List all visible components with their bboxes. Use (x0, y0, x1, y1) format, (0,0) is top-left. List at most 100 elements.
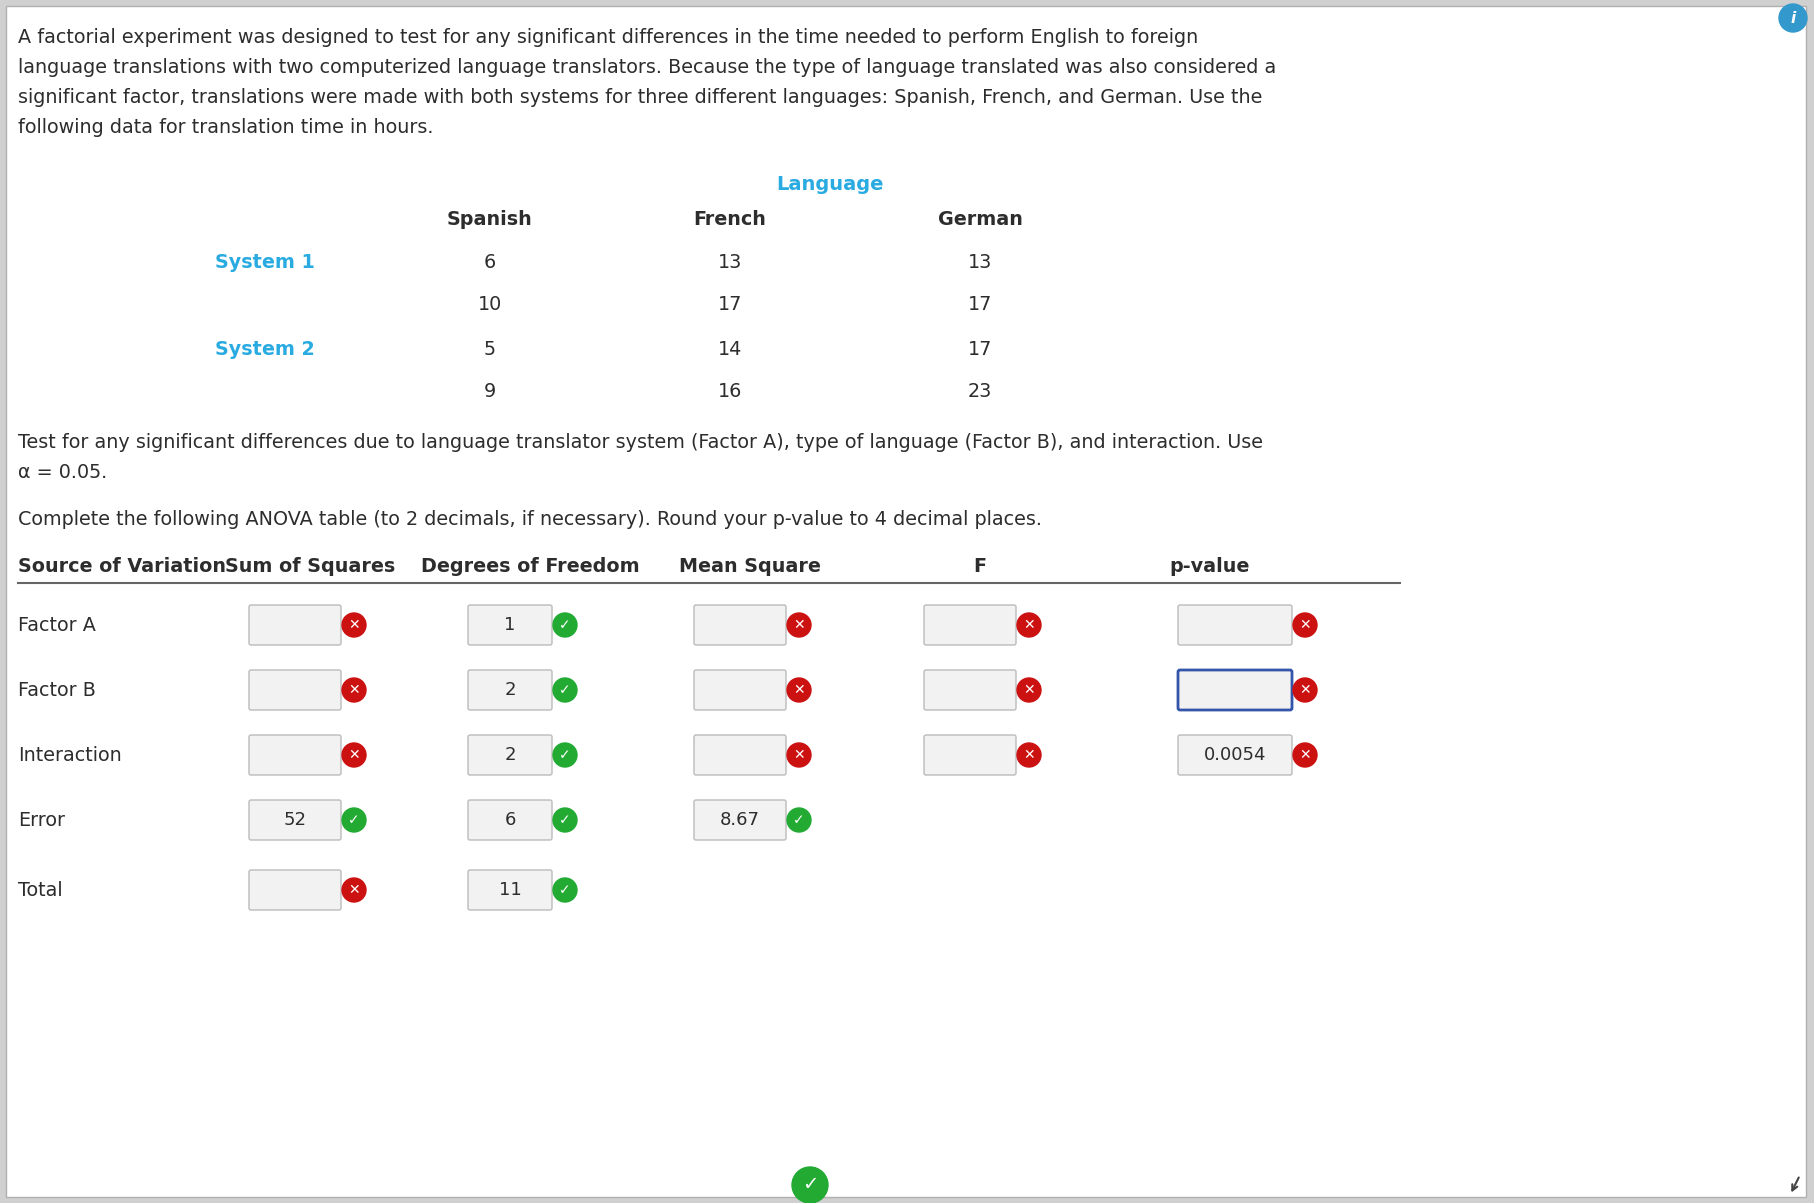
Text: ✕: ✕ (793, 618, 804, 632)
Text: ✕: ✕ (348, 883, 359, 897)
Text: ✕: ✕ (348, 683, 359, 697)
Text: Total: Total (18, 881, 63, 900)
Text: French: French (693, 211, 766, 229)
Text: 13: 13 (717, 253, 742, 272)
FancyBboxPatch shape (1177, 735, 1292, 775)
FancyBboxPatch shape (1177, 670, 1292, 710)
Text: 9: 9 (484, 383, 495, 401)
FancyBboxPatch shape (693, 605, 785, 645)
Text: following data for translation time in hours.: following data for translation time in h… (18, 118, 434, 137)
FancyBboxPatch shape (249, 605, 341, 645)
FancyBboxPatch shape (468, 670, 551, 710)
Text: Complete the following ANOVA table (to 2 decimals, if necessary). Round your p-v: Complete the following ANOVA table (to 2… (18, 510, 1041, 529)
FancyBboxPatch shape (693, 670, 785, 710)
Circle shape (787, 678, 811, 703)
Circle shape (791, 1167, 827, 1203)
FancyBboxPatch shape (693, 800, 785, 840)
FancyBboxPatch shape (249, 800, 341, 840)
FancyBboxPatch shape (1177, 605, 1292, 645)
Circle shape (1016, 678, 1041, 703)
FancyBboxPatch shape (468, 870, 551, 909)
Text: Factor A: Factor A (18, 616, 96, 634)
Text: p-value: p-value (1170, 557, 1250, 576)
Text: i: i (1789, 11, 1794, 25)
FancyBboxPatch shape (923, 735, 1016, 775)
Text: ✓: ✓ (793, 813, 804, 826)
Text: ✕: ✕ (793, 683, 804, 697)
Text: ✕: ✕ (348, 618, 359, 632)
Circle shape (1292, 678, 1317, 703)
Text: German: German (938, 211, 1021, 229)
Text: ✕: ✕ (1299, 748, 1310, 761)
FancyBboxPatch shape (468, 605, 551, 645)
FancyBboxPatch shape (249, 735, 341, 775)
Circle shape (341, 808, 366, 832)
Circle shape (553, 878, 577, 902)
Text: 10: 10 (477, 295, 502, 314)
Circle shape (1292, 614, 1317, 638)
Text: ✓: ✓ (348, 813, 359, 826)
Text: Mean Square: Mean Square (678, 557, 820, 576)
Text: ✕: ✕ (1023, 748, 1034, 761)
Circle shape (341, 614, 366, 638)
Text: α = 0.05.: α = 0.05. (18, 463, 107, 482)
Circle shape (341, 743, 366, 768)
Text: 17: 17 (967, 340, 992, 358)
Text: 11: 11 (499, 881, 521, 899)
Text: 6: 6 (484, 253, 495, 272)
Circle shape (341, 678, 366, 703)
Text: ✕: ✕ (1299, 618, 1310, 632)
Text: 13: 13 (967, 253, 992, 272)
Text: 17: 17 (717, 295, 742, 314)
Text: 1: 1 (504, 616, 515, 634)
Text: 14: 14 (717, 340, 742, 358)
Text: Factor B: Factor B (18, 681, 96, 699)
Text: 16: 16 (717, 383, 742, 401)
Text: 0.0054: 0.0054 (1203, 746, 1266, 764)
Text: Spanish: Spanish (446, 211, 533, 229)
FancyBboxPatch shape (923, 605, 1016, 645)
Text: ✓: ✓ (802, 1175, 818, 1195)
Circle shape (1016, 614, 1041, 638)
Circle shape (341, 878, 366, 902)
Text: ✓: ✓ (559, 883, 570, 897)
Circle shape (553, 743, 577, 768)
Text: 8.67: 8.67 (720, 811, 760, 829)
Text: 2: 2 (504, 681, 515, 699)
Text: ✓: ✓ (559, 748, 570, 761)
Text: Error: Error (18, 811, 65, 830)
Circle shape (787, 614, 811, 638)
Circle shape (1016, 743, 1041, 768)
Text: Test for any significant differences due to language translator system (Factor A: Test for any significant differences due… (18, 433, 1263, 452)
Text: System 1: System 1 (214, 253, 316, 272)
Text: 17: 17 (967, 295, 992, 314)
Text: ✕: ✕ (1023, 618, 1034, 632)
Text: Degrees of Freedom: Degrees of Freedom (421, 557, 639, 576)
Text: A factorial experiment was designed to test for any significant differences in t: A factorial experiment was designed to t… (18, 28, 1197, 47)
Circle shape (787, 743, 811, 768)
Text: Sum of Squares: Sum of Squares (225, 557, 395, 576)
Text: language translations with two computerized language translators. Because the ty: language translations with two computeri… (18, 58, 1275, 77)
Text: F: F (972, 557, 987, 576)
Text: System 2: System 2 (216, 340, 314, 358)
Text: ✕: ✕ (348, 748, 359, 761)
Text: 52: 52 (283, 811, 307, 829)
FancyBboxPatch shape (468, 735, 551, 775)
Text: ✓: ✓ (559, 618, 570, 632)
Text: 6: 6 (504, 811, 515, 829)
Circle shape (553, 614, 577, 638)
FancyBboxPatch shape (923, 670, 1016, 710)
Text: 2: 2 (504, 746, 515, 764)
FancyBboxPatch shape (468, 800, 551, 840)
Text: Source of Variation: Source of Variation (18, 557, 227, 576)
Text: ✓: ✓ (559, 813, 570, 826)
FancyBboxPatch shape (5, 6, 1805, 1197)
Text: 5: 5 (484, 340, 495, 358)
Circle shape (1778, 4, 1807, 32)
Text: ✕: ✕ (1023, 683, 1034, 697)
Text: Interaction: Interaction (18, 746, 122, 764)
Circle shape (1292, 743, 1317, 768)
FancyBboxPatch shape (249, 870, 341, 909)
Circle shape (787, 808, 811, 832)
Text: significant factor, translations were made with both systems for three different: significant factor, translations were ma… (18, 88, 1263, 107)
